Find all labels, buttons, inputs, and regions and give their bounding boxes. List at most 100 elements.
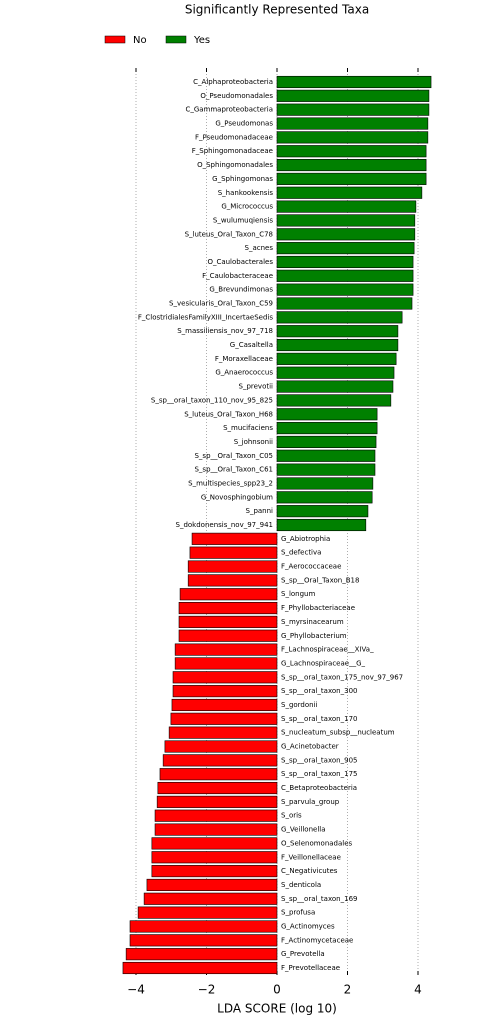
bar-label: S_parvula_group xyxy=(281,798,340,806)
bar xyxy=(276,200,417,213)
bar-label: S_oris xyxy=(281,812,302,820)
bar-label: F_Moraxellaceae xyxy=(215,355,273,363)
bar-label: S_myrsinacearum xyxy=(281,618,344,626)
bar-label: C_Alphaproteobacteria xyxy=(193,78,273,86)
bar-label: S_hankookensis xyxy=(218,189,274,197)
x-axis-label: LDA SCORE (log 10) xyxy=(217,1002,337,1016)
bar xyxy=(276,117,429,130)
bar xyxy=(157,781,278,795)
bar xyxy=(174,643,278,656)
bar xyxy=(146,878,278,891)
bar xyxy=(189,546,278,559)
bar-label: S_vesicularis_Oral_Taxon_C59 xyxy=(169,300,273,308)
bar xyxy=(276,283,414,296)
bar-label: S_multispecies_spp23_2 xyxy=(188,479,273,487)
bar xyxy=(154,809,278,822)
bar xyxy=(276,505,369,518)
bar-label: S_prevotii xyxy=(239,383,274,391)
bar-label: F_Actinomycetaceae xyxy=(281,936,353,944)
bar xyxy=(191,532,278,545)
bar-label: F_Pseudomonadaceae xyxy=(195,133,273,141)
bar-label: G_Prevotella xyxy=(281,950,325,958)
bar xyxy=(276,145,427,158)
bar-label: F_Caulobacteraceae xyxy=(202,272,273,280)
bar xyxy=(276,366,395,379)
bar xyxy=(125,948,278,961)
bar xyxy=(187,560,278,573)
bar xyxy=(276,172,427,185)
x-tick-label: −4 xyxy=(127,983,145,997)
bar-label: G_Phyllobacterium xyxy=(281,632,347,640)
bar-label: G_Pseudomonas xyxy=(215,120,273,128)
bar-label: G_Novosphingobium xyxy=(201,493,273,501)
bar-label: F_Aerococcaceae xyxy=(281,563,341,571)
bar xyxy=(276,89,430,102)
bar xyxy=(154,823,278,836)
bar xyxy=(276,311,403,324)
bar-label: S_luteus_Oral_Taxon_H68 xyxy=(184,410,273,418)
bar xyxy=(276,255,414,269)
bar-label: G_Acinetobacter xyxy=(281,743,339,751)
legend-label: Yes xyxy=(193,35,210,46)
bar-label: G_Micrococcus xyxy=(221,203,273,211)
bar-label: S_nucleatum_subsp__nucleatum xyxy=(281,729,395,737)
bar-label: S_sp__oral_taxon_110_nov_95_825 xyxy=(151,396,273,404)
bar xyxy=(170,712,278,725)
bar xyxy=(178,615,278,628)
bar-label: F_Phyllobacteriaceae xyxy=(281,604,355,612)
x-tick-label: −2 xyxy=(198,983,216,997)
bar xyxy=(174,657,278,670)
bar xyxy=(137,906,278,919)
x-tick-label: 2 xyxy=(344,983,352,997)
bar-label: S_profusa xyxy=(281,909,315,917)
bar xyxy=(276,518,367,532)
bar xyxy=(129,920,278,933)
bar-label: G_Actinomyces xyxy=(281,922,335,930)
bar-label: F_Prevotellaceae xyxy=(281,964,340,972)
bar-label: S_sp__oral_taxon_170 xyxy=(281,715,357,723)
bar xyxy=(276,380,394,393)
bar xyxy=(276,214,416,227)
bar-label: S_defectiva xyxy=(281,549,321,557)
bar-label: S_denticola xyxy=(281,881,321,889)
bar xyxy=(178,602,278,615)
bar xyxy=(276,75,432,89)
bar xyxy=(276,491,373,504)
x-tick-label: 0 xyxy=(273,983,281,997)
legend-swatch xyxy=(104,35,126,44)
bar xyxy=(162,754,278,767)
bar-label: S_acnes xyxy=(245,244,274,252)
chart-title: Significantly Represented Taxa xyxy=(185,3,369,17)
bar xyxy=(276,449,376,462)
x-tick-label: 4 xyxy=(414,983,422,997)
bar-label: G_Casaltella xyxy=(230,341,273,349)
bar xyxy=(164,740,278,753)
bar-label: S_luteus_Oral_Taxon_C78 xyxy=(185,230,273,238)
bar-label: S_sp__oral_taxon_175 xyxy=(281,770,357,778)
bar-label: S_panni xyxy=(246,507,274,515)
bar xyxy=(276,394,392,407)
bar-label: O_Pseudomonadales xyxy=(200,92,273,100)
bar-label: C_Gammaproteobacteria xyxy=(185,106,273,114)
bar xyxy=(276,242,415,255)
bar-label: S_sp__Oral_Taxon_C61 xyxy=(194,466,273,474)
bar-label: O_Caulobacterales xyxy=(207,258,273,266)
bar-label: S_longum xyxy=(281,590,315,598)
bar xyxy=(151,865,278,878)
bar xyxy=(276,477,374,490)
legend-label: No xyxy=(133,35,147,46)
bar xyxy=(156,795,278,808)
bar-label: G_Brevundimonas xyxy=(209,286,273,294)
bar xyxy=(168,726,278,739)
bar xyxy=(179,588,278,601)
bar xyxy=(172,685,278,698)
bar xyxy=(276,103,430,116)
bar xyxy=(276,186,423,199)
bar-label: S_massiliensis_nov_97_718 xyxy=(177,327,273,335)
bar xyxy=(276,159,427,172)
bar xyxy=(129,934,278,947)
bar-label: G_Lachnospiraceae__G_ xyxy=(281,659,365,667)
bar-label: S_dokdonensis_nov_97_941 xyxy=(176,521,274,529)
bar xyxy=(276,463,376,476)
bar-label: S_gordonii xyxy=(281,701,318,709)
